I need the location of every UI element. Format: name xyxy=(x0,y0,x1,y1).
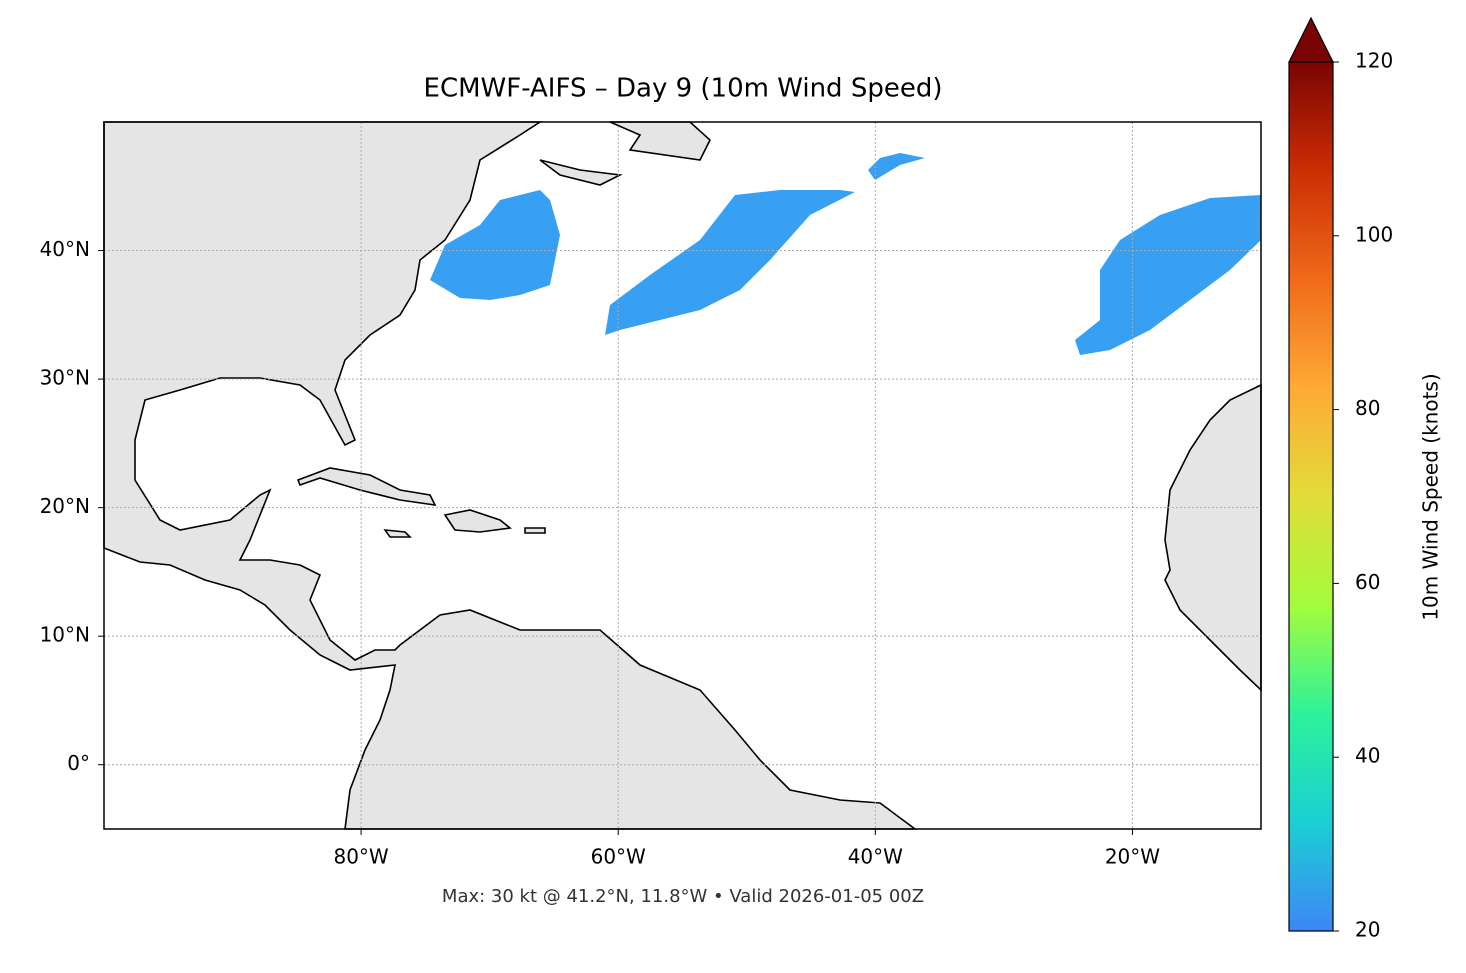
x-tick-label: 80°W xyxy=(333,845,388,869)
footnote: Max: 30 kt @ 41.2°N, 11.8°W • Valid 2026… xyxy=(442,886,924,907)
land xyxy=(296,467,437,507)
colorbar-tick-label: 60 xyxy=(1355,570,1380,594)
y-tick-label: 0° xyxy=(67,751,90,775)
wind-area xyxy=(868,153,925,180)
colorbar-tick-label: 80 xyxy=(1355,396,1380,420)
wind-area xyxy=(430,190,560,300)
land xyxy=(103,121,918,830)
grid xyxy=(104,122,1261,829)
x-tick-label: 60°W xyxy=(591,845,646,869)
colorbar-tick-label: 40 xyxy=(1355,744,1380,768)
wind-area xyxy=(605,190,855,335)
land xyxy=(443,509,512,533)
x-tick-label: 20°W xyxy=(1105,845,1160,869)
colorbar-label: 10m Wind Speed (knots) xyxy=(1419,373,1443,620)
title: ECMWF-AIFS – Day 9 (10m Wind Speed) xyxy=(424,74,943,104)
y-tick-label: 30°N xyxy=(40,366,90,390)
map-frame xyxy=(103,121,1262,830)
colorbar-tick-label: 100 xyxy=(1355,222,1393,246)
colorbar-body xyxy=(1288,61,1334,932)
land xyxy=(1164,383,1262,692)
x-tick-label: 40°W xyxy=(848,845,903,869)
y-tick-label: 10°N xyxy=(40,623,90,647)
colorbar-tick-label: 120 xyxy=(1355,49,1393,73)
map xyxy=(103,121,1262,830)
y-tick-label: 20°N xyxy=(40,494,90,518)
colorbar-tick-label: 20 xyxy=(1355,918,1380,942)
y-tick-label: 40°N xyxy=(40,237,90,261)
colorbar: 10m Wind Speed (knots) 20 40 60 80 100 120 xyxy=(1288,16,1443,942)
land xyxy=(539,159,623,186)
land xyxy=(383,529,412,538)
land xyxy=(524,527,546,534)
colorbar-extension xyxy=(1288,16,1334,63)
wind-area xyxy=(1075,195,1261,355)
